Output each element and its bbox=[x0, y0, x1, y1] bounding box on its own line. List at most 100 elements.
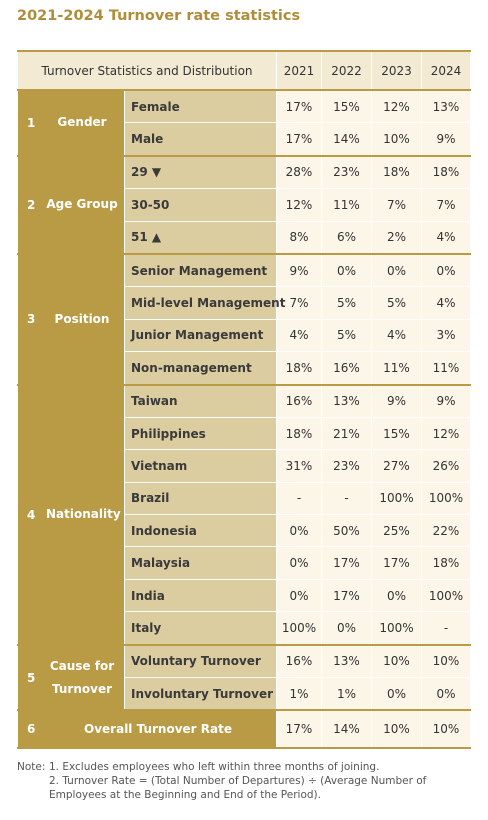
value-cell: 26% bbox=[421, 449, 471, 483]
table-row: 2 Age Group 29 ▼ 28% 23% 18% 18% bbox=[17, 154, 471, 255]
year-header: 2023 bbox=[371, 50, 422, 91]
table-row: 5 Cause for Turnover Voluntary Turnover 16%… bbox=[17, 643, 471, 711]
value-cell: 0% bbox=[321, 611, 372, 646]
value-cell: 1% bbox=[321, 677, 372, 711]
value-cell: 17% bbox=[276, 89, 322, 124]
notes: Note: 1. Excludes employees who left with… bbox=[17, 760, 457, 802]
value-cell: 3% bbox=[421, 318, 471, 353]
value-cell: 18% bbox=[276, 416, 322, 451]
value-cell: 15% bbox=[371, 416, 422, 451]
value-cell: 5% bbox=[321, 318, 372, 353]
value-cell: 10% bbox=[421, 643, 471, 679]
row-label: Female bbox=[124, 89, 277, 124]
table-row: Male 17% 14% 10% 9% bbox=[18, 122, 471, 157]
group-cell: 1 Gender bbox=[17, 89, 125, 157]
value-cell: 11% bbox=[371, 351, 422, 386]
value-cell: 5% bbox=[321, 286, 372, 320]
table-row: 3 Position Senior Management 9% 0% 0% 0% bbox=[17, 252, 471, 386]
row-label: Malaysia bbox=[124, 546, 277, 580]
value-cell: 4% bbox=[421, 286, 471, 320]
row-label: Junior Management bbox=[124, 318, 277, 353]
value-cell: 6% bbox=[321, 220, 372, 255]
value-cell: 25% bbox=[371, 514, 422, 548]
group-name: Cause for Turnover bbox=[49, 658, 115, 696]
value-cell: 12% bbox=[371, 89, 422, 124]
value-cell: 10% bbox=[371, 643, 422, 679]
value-cell: 50% bbox=[321, 514, 372, 548]
value-cell: 0% bbox=[276, 514, 322, 548]
value-cell: 27% bbox=[371, 449, 422, 483]
value-cell: 9% bbox=[421, 122, 471, 157]
table-row: 30-50 12% 11% 7% 7% bbox=[18, 188, 471, 222]
table-row: Vietnam 31% 23% 27% 26% bbox=[18, 449, 471, 483]
row-label: 51 ▲ bbox=[124, 220, 277, 255]
value-cell: 0% bbox=[276, 546, 322, 580]
note-line: Note: 1. Excludes employees who left with… bbox=[17, 760, 457, 774]
row-label: Philippines bbox=[124, 416, 277, 451]
title: 2021-2024 Turnover rate statistics bbox=[17, 8, 301, 24]
group-name: Gender bbox=[57, 115, 107, 130]
value-cell: 10% bbox=[371, 122, 422, 157]
row-label: Taiwan bbox=[124, 383, 277, 418]
row-label: Indonesia bbox=[124, 514, 277, 548]
value-cell: 0% bbox=[321, 252, 372, 288]
year-header: 2021 bbox=[276, 50, 322, 91]
table-row: Non-management 18% 16% 11% 11% bbox=[18, 351, 471, 386]
value-cell: 18% bbox=[421, 546, 471, 580]
row-label: Italy bbox=[124, 611, 277, 646]
value-cell: 4% bbox=[421, 220, 471, 255]
value-cell: 23% bbox=[321, 449, 372, 483]
value-cell: 100% bbox=[371, 611, 422, 646]
value-cell: 21% bbox=[321, 416, 372, 451]
table-row: 51 ▲ 8% 6% 2% 4% bbox=[18, 220, 471, 255]
value-cell: 13% bbox=[321, 643, 372, 679]
value-cell: 18% bbox=[371, 154, 422, 190]
value-cell: - bbox=[276, 481, 322, 516]
row-label: Brazil bbox=[124, 481, 277, 516]
group-number: 2 bbox=[27, 197, 36, 212]
value-cell: 4% bbox=[371, 318, 422, 353]
turnover-table: Turnover Statistics and Distribution 202… bbox=[17, 50, 471, 750]
value-cell: 12% bbox=[421, 416, 471, 451]
value-cell: 17% bbox=[321, 546, 372, 580]
value-cell: 23% bbox=[321, 154, 372, 190]
value-cell: 0% bbox=[421, 252, 471, 288]
row-label: Mid-level Management bbox=[124, 286, 285, 320]
value-cell: 100% bbox=[421, 578, 471, 613]
row-label: Vietnam bbox=[124, 449, 277, 483]
header-row: Turnover Statistics and Distribution 202… bbox=[17, 50, 471, 91]
value-cell: 100% bbox=[421, 481, 471, 516]
value-cell: 0% bbox=[371, 677, 422, 711]
value-cell: 2% bbox=[371, 220, 422, 255]
group-cell: 4 Nationality bbox=[17, 383, 125, 646]
value-cell: 16% bbox=[321, 351, 372, 386]
row-label: India bbox=[124, 578, 277, 613]
value-cell: 17% bbox=[371, 546, 422, 580]
value-cell: 31% bbox=[276, 449, 322, 483]
table-row: Junior Management 4% 5% 4% 3% bbox=[18, 318, 471, 353]
value-cell: 7% bbox=[421, 188, 471, 222]
value-cell: - bbox=[421, 611, 471, 646]
table-row: Philippines 18% 21% 15% 12% bbox=[18, 416, 471, 451]
table-row: 1 Gender Female 17% 15% 12% 13% bbox=[17, 89, 471, 157]
group-cell: 3 Position bbox=[17, 252, 125, 386]
overall-label-cell: 6 Overall Turnover Rate bbox=[17, 709, 277, 750]
note-item: 1. Excludes employees who left within th… bbox=[49, 761, 380, 773]
row-label: 29 ▼ bbox=[124, 154, 277, 190]
row-label: Voluntary Turnover bbox=[124, 643, 277, 679]
value-cell: 100% bbox=[371, 481, 422, 516]
group-cell: 2 Age Group bbox=[17, 154, 125, 255]
group-number: 4 bbox=[27, 507, 36, 522]
value-cell: 17% bbox=[276, 122, 322, 157]
overall-row: 6 Overall Turnover Rate 17% 14% 10% 10% bbox=[17, 709, 471, 750]
table-row: Italy 100% 0% 100% - bbox=[18, 611, 471, 646]
value-cell: 0% bbox=[371, 252, 422, 288]
table-row: Mid-level Management 7% 5% 5% 4% bbox=[18, 286, 471, 320]
group-number: 3 bbox=[27, 312, 36, 327]
group-name: Age Group bbox=[46, 197, 118, 212]
value-cell: 4% bbox=[276, 318, 322, 353]
value-cell: 18% bbox=[276, 351, 322, 386]
value-cell: 14% bbox=[321, 709, 372, 750]
value-cell: 7% bbox=[371, 188, 422, 222]
